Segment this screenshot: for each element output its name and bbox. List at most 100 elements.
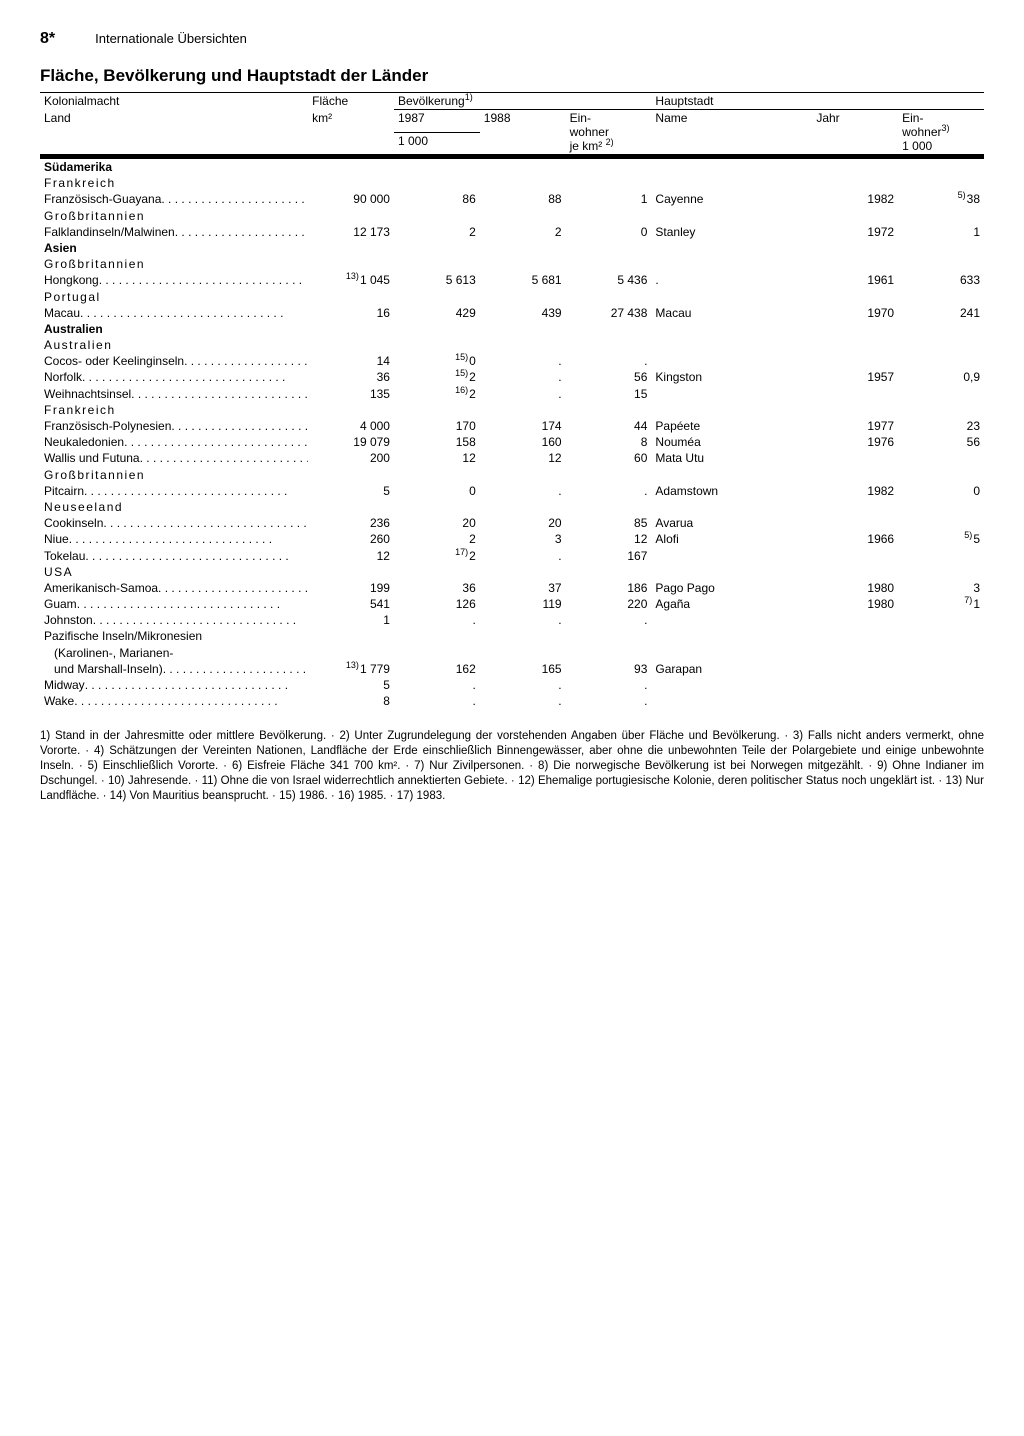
cell (898, 661, 984, 677)
cell: 12 (308, 548, 394, 564)
cell (308, 645, 394, 661)
table-row: Guam . . . . . . . . . . . . . . . . . .… (40, 596, 984, 612)
cell: 0 (566, 224, 652, 240)
cell: 8 (566, 434, 652, 450)
cell (394, 628, 480, 644)
hdr-y1: 1987 (394, 110, 480, 133)
cell: 7)1 (898, 596, 984, 612)
cell: . (480, 386, 566, 402)
cell: 13)1 045 (308, 272, 394, 288)
table-row: (Karolinen-, Marianen- (40, 645, 984, 661)
cell: . (480, 612, 566, 628)
cell (898, 677, 984, 693)
cell: Nouméa (651, 434, 812, 450)
land-name: Tokelau . . . . . . . . . . . . . . . . … (40, 548, 308, 564)
cell: 20 (480, 515, 566, 531)
page-number: 8* (40, 30, 55, 48)
cell: 13)1 779 (308, 661, 394, 677)
cell: 2 (394, 531, 480, 547)
cell (812, 515, 898, 531)
table-row: Niue . . . . . . . . . . . . . . . . . .… (40, 531, 984, 547)
cell: 220 (566, 596, 652, 612)
cell: . (480, 548, 566, 564)
cell: 1977 (812, 418, 898, 434)
land-name: Niue . . . . . . . . . . . . . . . . . .… (40, 531, 308, 547)
cell: 429 (394, 305, 480, 321)
cell: Stanley (651, 224, 812, 240)
cell: 44 (566, 418, 652, 434)
cell: Macau (651, 305, 812, 321)
cell: 162 (394, 661, 480, 677)
cell (566, 645, 652, 661)
colonial-power: Neuseeland (40, 499, 984, 515)
land-name: Französisch-Guayana . . . . . . . . . . … (40, 191, 308, 207)
cell: 14 (308, 353, 394, 369)
table-row: Macau . . . . . . . . . . . . . . . . . … (40, 305, 984, 321)
land-name: Wallis und Futuna . . . . . . . . . . . … (40, 450, 308, 466)
cell: . (566, 612, 652, 628)
cell: 12 173 (308, 224, 394, 240)
cell (480, 628, 566, 644)
cell (898, 386, 984, 402)
cell: 3 (898, 580, 984, 596)
cell: 1966 (812, 531, 898, 547)
cell (898, 353, 984, 369)
hdr-pop: Bevölkerung1) (394, 93, 651, 110)
colonial-power: Großbritannien (40, 208, 984, 224)
cell: 16)2 (394, 386, 480, 402)
cell: 16 (308, 305, 394, 321)
page-title: Fläche, Bevölkerung und Hauptstadt der L… (40, 66, 984, 86)
cell: 60 (566, 450, 652, 466)
land-name: Cookinseln . . . . . . . . . . . . . . .… (40, 515, 308, 531)
table-row: Amerikanisch-Samoa . . . . . . . . . . .… (40, 580, 984, 596)
cell (566, 628, 652, 644)
cell: 27 438 (566, 305, 652, 321)
cell: . (394, 612, 480, 628)
cell (898, 450, 984, 466)
cell: 5)5 (898, 531, 984, 547)
cell: 165 (480, 661, 566, 677)
land-name: Weihnachtsinsel . . . . . . . . . . . . … (40, 386, 308, 402)
cell: . (566, 677, 652, 693)
cell: Garapan (651, 661, 812, 677)
cell: 174 (480, 418, 566, 434)
cell: Avarua (651, 515, 812, 531)
hdr-name: Name (651, 110, 812, 133)
continent-heading: Asien (40, 240, 984, 256)
cell (812, 353, 898, 369)
colonial-power: Frankreich (40, 175, 984, 191)
cell: . (651, 272, 812, 288)
land-name: Amerikanisch-Samoa . . . . . . . . . . .… (40, 580, 308, 596)
cell: Kingston (651, 369, 812, 385)
cell: . (566, 483, 652, 499)
land-name: Johnston . . . . . . . . . . . . . . . .… (40, 612, 308, 628)
colonial-power: USA (40, 564, 984, 580)
cell: 236 (308, 515, 394, 531)
cell: 3 (480, 531, 566, 547)
land-name: Französisch-Polynesien . . . . . . . . .… (40, 418, 308, 434)
cell: 1 (898, 224, 984, 240)
cell: 5 613 (394, 272, 480, 288)
cell: 1 (308, 612, 394, 628)
table-row: Johnston . . . . . . . . . . . . . . . .… (40, 612, 984, 628)
cell: 200 (308, 450, 394, 466)
cell: 36 (308, 369, 394, 385)
hdr-y2: 1988 (480, 110, 566, 133)
cell: 0,9 (898, 369, 984, 385)
cell: 36 (394, 580, 480, 596)
cell (651, 386, 812, 402)
cell (651, 677, 812, 693)
cell: 1980 (812, 580, 898, 596)
cell: Alofi (651, 531, 812, 547)
cell (651, 353, 812, 369)
cell: 93 (566, 661, 652, 677)
cell (308, 628, 394, 644)
table-row: Cookinseln . . . . . . . . . . . . . . .… (40, 515, 984, 531)
cell: 15)2 (394, 369, 480, 385)
table-row: Cocos- oder Keelinginseln . . . . . . . … (40, 353, 984, 369)
cell: Pago Pago (651, 580, 812, 596)
footnotes: 1) Stand in der Jahresmitte oder mittler… (40, 729, 984, 804)
cell (651, 548, 812, 564)
cell: 126 (394, 596, 480, 612)
cell (812, 386, 898, 402)
